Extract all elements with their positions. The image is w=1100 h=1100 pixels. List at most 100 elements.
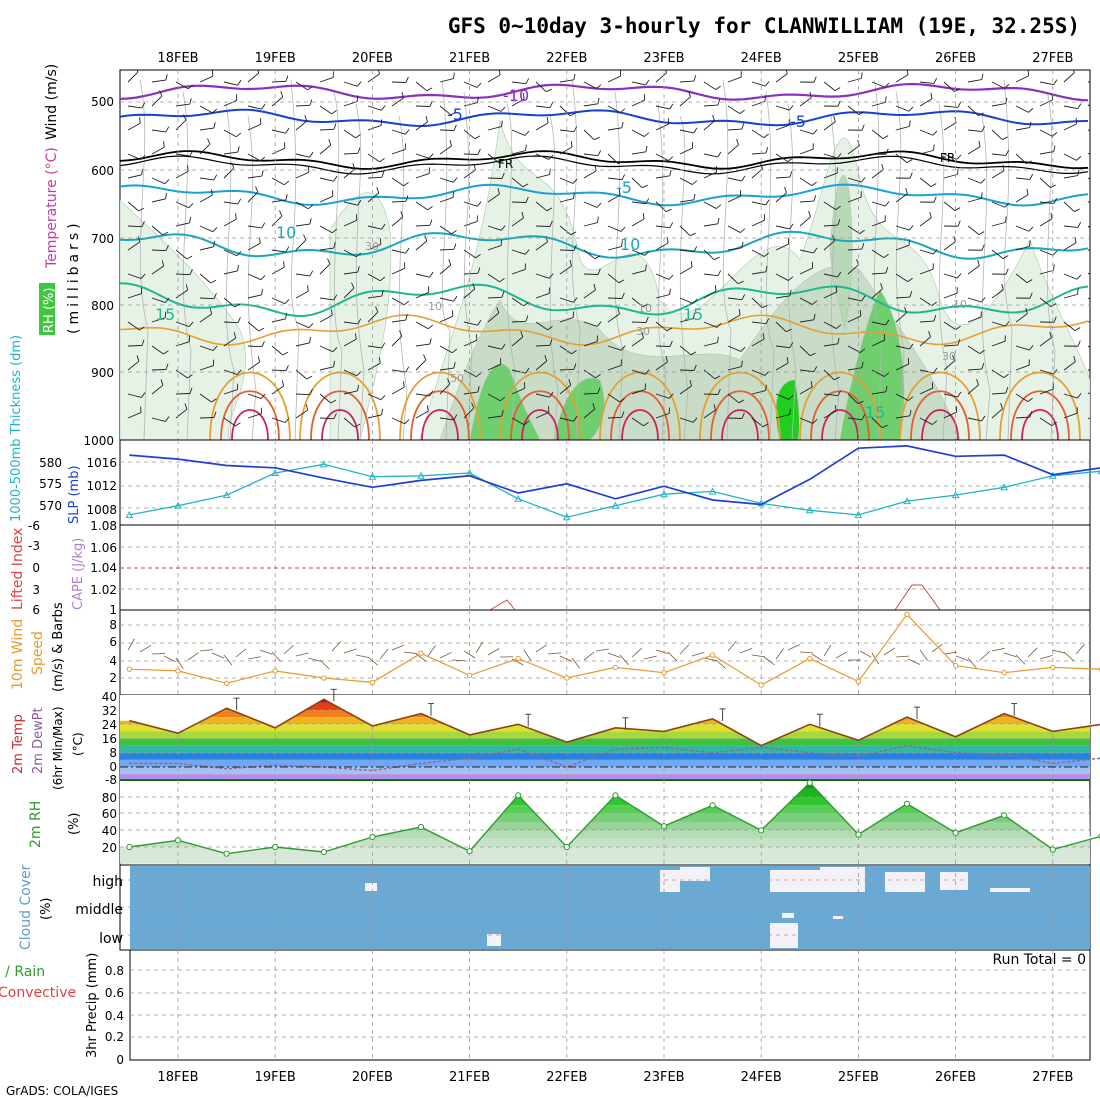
wind-barb	[775, 273, 789, 281]
wind-barb	[175, 369, 188, 379]
wind-barb-flag	[861, 72, 863, 79]
wind-barb	[439, 315, 453, 323]
wind-barb	[631, 369, 646, 375]
wind-barb-flag	[305, 404, 309, 411]
wind-barb	[727, 393, 740, 404]
wind-barb	[583, 81, 597, 89]
wind-barb-flag	[933, 196, 937, 203]
wind-barb	[511, 98, 525, 107]
wind-barb-flag	[789, 171, 793, 178]
wind-barb	[403, 651, 417, 654]
rh-band	[120, 830, 1090, 839]
wind-barb-flag	[283, 180, 290, 186]
slp-tick: 1008	[86, 503, 117, 517]
wind-barb	[355, 654, 369, 658]
wind-barb-flag	[379, 158, 385, 163]
wind-barb-flag	[712, 115, 715, 121]
wind-barb	[463, 169, 476, 179]
wind-barb	[199, 246, 214, 251]
wind-barb-flag	[189, 269, 193, 275]
wind-barb-flag	[1028, 108, 1034, 113]
thickness-marker	[1048, 471, 1057, 479]
wind-barb-flag	[808, 211, 811, 217]
wind-barb	[895, 273, 908, 283]
wind-barb	[199, 273, 212, 284]
li-tick: -3	[28, 539, 40, 553]
wind-barb-flag	[333, 175, 338, 182]
wind-barb	[295, 342, 310, 347]
wind-barb-flag	[212, 227, 218, 233]
wind-barb-flag	[428, 153, 434, 159]
temp-band	[120, 767, 1090, 775]
wind-barb	[991, 340, 1006, 347]
wind-barb-flag	[669, 222, 674, 228]
wind-barb	[295, 104, 311, 107]
wind-barb	[139, 644, 152, 653]
wind-barb-flag	[978, 112, 984, 116]
rh-marker	[563, 843, 570, 851]
wind-barb	[1039, 388, 1054, 395]
wind-barb-flag	[618, 279, 625, 284]
wind-barb-flag	[835, 205, 841, 210]
wind-barb	[1063, 123, 1077, 131]
temp-tick: 32	[102, 704, 117, 718]
clear-block	[990, 888, 1030, 892]
contour-label-15: 15	[683, 305, 703, 324]
wind-barb	[775, 648, 784, 660]
wind-barb-flag	[569, 260, 572, 267]
wind-barb-flag	[136, 355, 140, 362]
wind-barb	[511, 249, 526, 255]
wind-barb	[583, 651, 595, 661]
wind-barb	[367, 125, 382, 131]
contour-label-freezing: FR	[940, 151, 955, 165]
wind-barb-flag	[836, 324, 842, 329]
wind-barb-flag	[1005, 268, 1009, 275]
wind-barb	[871, 81, 886, 88]
wind-barb	[223, 99, 237, 107]
pressure-tick: 1000	[83, 434, 114, 448]
wind-barb-flag	[953, 235, 956, 242]
wind-barb	[295, 273, 310, 277]
wind-barb-flag	[184, 403, 188, 410]
wind-barb	[367, 105, 382, 111]
wind-barb-flag	[693, 75, 697, 82]
wind-barb	[331, 641, 342, 652]
wind-barb-flag	[261, 341, 265, 347]
wind-barb	[679, 177, 693, 185]
wind-barb-flag	[183, 114, 187, 121]
wind-barb	[367, 273, 381, 282]
wind-barb	[1087, 345, 1090, 349]
temp-band	[120, 745, 1090, 753]
wind-barb	[199, 313, 212, 323]
wind-barb	[271, 199, 286, 203]
wind-speed-marker	[855, 678, 862, 685]
wind-barb	[223, 369, 238, 375]
wind-barb	[271, 177, 285, 186]
wind-barb-flag	[210, 279, 217, 284]
wind-barb-flag	[929, 211, 932, 218]
wind-barb-flag	[188, 203, 194, 209]
wind-barb-flag	[189, 98, 192, 105]
wind-barb	[535, 241, 548, 251]
wind-barb	[799, 249, 814, 254]
wind-barb	[799, 177, 812, 187]
wind-barb-flag	[306, 285, 309, 292]
wind-barb	[391, 129, 406, 135]
wind-barb-flag	[498, 159, 505, 164]
wind-barb	[967, 225, 980, 235]
rh-marker	[369, 833, 376, 841]
wind-barb	[967, 368, 982, 371]
wind-barb	[775, 176, 790, 179]
wind-barb	[415, 153, 430, 159]
wind-barb	[559, 417, 574, 422]
wind-barb	[391, 249, 406, 254]
wind-barb-flag	[740, 346, 746, 352]
wind-barb	[511, 269, 526, 275]
temp-tick: 8	[109, 746, 117, 760]
wind-barb-flag	[282, 261, 285, 268]
wind-barb-flag	[333, 242, 336, 249]
wind-barb	[871, 321, 886, 326]
wind-barb-flag	[548, 154, 554, 160]
wind-barb-flag	[212, 345, 218, 351]
